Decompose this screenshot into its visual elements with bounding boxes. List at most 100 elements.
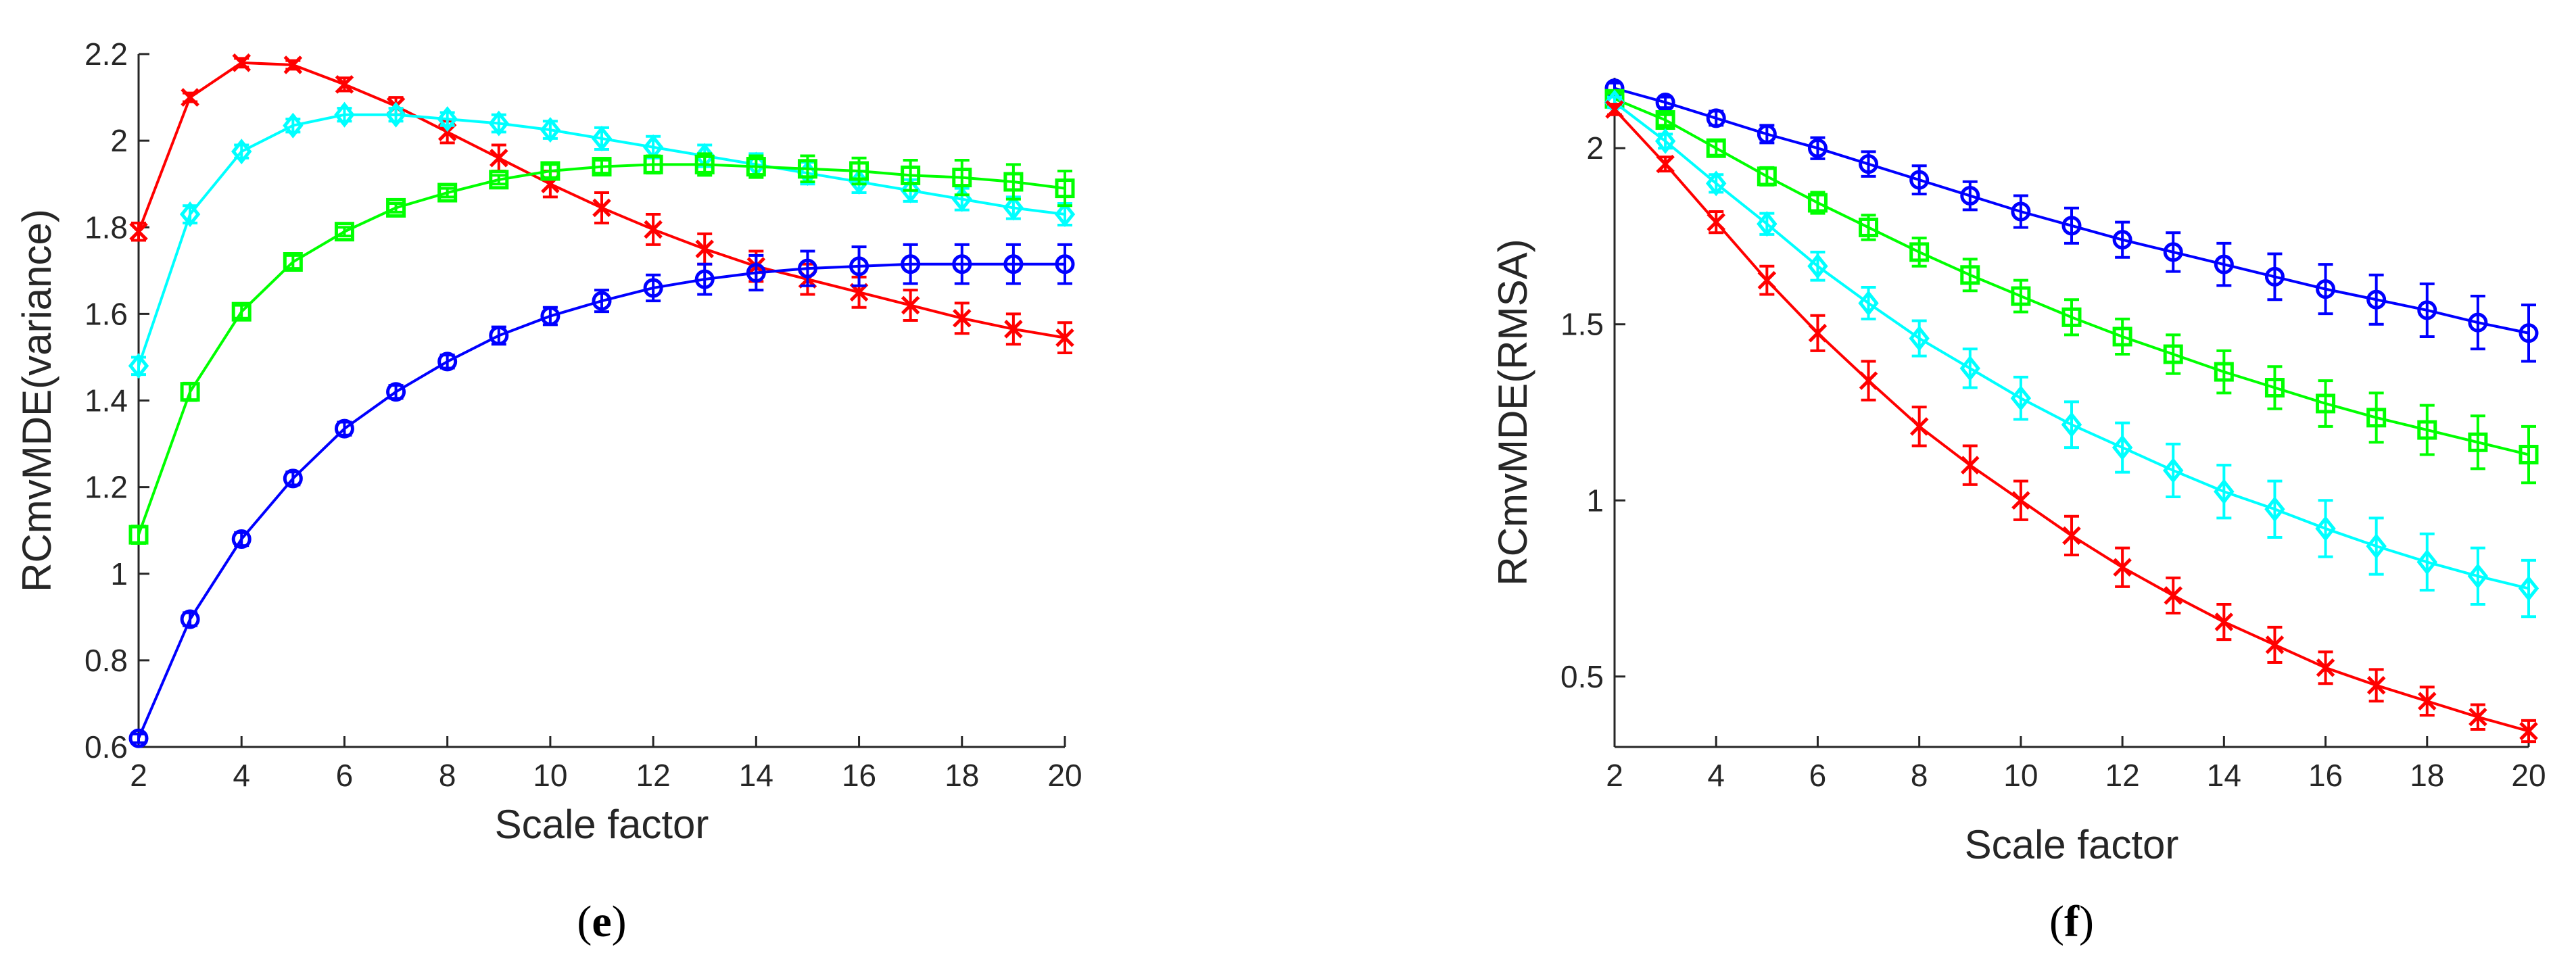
data-point bbox=[1807, 193, 1828, 213]
x-tick-label: 6 bbox=[1809, 758, 1827, 793]
y-tick-label: 0.6 bbox=[85, 729, 128, 765]
error-bar bbox=[2115, 220, 2130, 259]
data-point bbox=[180, 382, 200, 402]
y-tick-label: 0.5 bbox=[1560, 659, 1604, 694]
data-point bbox=[437, 352, 458, 372]
data-point bbox=[2214, 362, 2234, 382]
error-bar bbox=[954, 243, 970, 285]
error-bar bbox=[491, 174, 506, 186]
data-point bbox=[1959, 355, 1980, 381]
error-bar bbox=[131, 525, 146, 545]
error-bar bbox=[2419, 404, 2435, 456]
data-point bbox=[2468, 312, 2488, 333]
series-2 bbox=[128, 152, 1075, 545]
data-point bbox=[1654, 128, 1676, 154]
y-tick-label: 1 bbox=[110, 556, 128, 591]
error-bar bbox=[2368, 516, 2384, 576]
data-point bbox=[490, 148, 508, 168]
data-point bbox=[2468, 432, 2488, 452]
data-point bbox=[2518, 575, 2539, 602]
y-tick-label: 2 bbox=[110, 123, 128, 158]
data-point bbox=[231, 301, 252, 322]
y-tick-label: 1.6 bbox=[85, 296, 128, 331]
data-point bbox=[2519, 323, 2539, 343]
data-point bbox=[489, 325, 509, 345]
data-point bbox=[489, 170, 509, 190]
data-point bbox=[952, 254, 972, 274]
data-point bbox=[128, 353, 149, 379]
error-bar bbox=[2216, 349, 2232, 395]
data-point bbox=[231, 139, 252, 165]
data-point bbox=[2163, 457, 2184, 483]
error-bar bbox=[2267, 479, 2283, 539]
x-tick-label: 18 bbox=[945, 758, 979, 793]
error-bar bbox=[1911, 237, 1927, 268]
error-bar bbox=[2368, 391, 2384, 444]
data-point bbox=[1004, 320, 1023, 339]
data-point bbox=[694, 154, 715, 174]
data-point bbox=[797, 159, 817, 179]
error-bar bbox=[2419, 282, 2435, 338]
data-point bbox=[128, 525, 149, 545]
error-bar bbox=[1005, 163, 1021, 201]
data-point bbox=[2366, 676, 2386, 695]
error-bar bbox=[2064, 298, 2079, 337]
x-tick-label: 6 bbox=[336, 758, 354, 793]
data-point bbox=[1909, 417, 1929, 436]
error-bar bbox=[800, 249, 815, 287]
series-line bbox=[137, 113, 1066, 366]
data-point bbox=[2011, 201, 2031, 222]
error-bar bbox=[388, 202, 404, 214]
error-bar bbox=[954, 158, 970, 197]
error-bar bbox=[851, 245, 867, 287]
x-tick-label: 2 bbox=[130, 758, 147, 793]
y-tick-label: 0.8 bbox=[85, 643, 128, 678]
data-point bbox=[232, 53, 251, 72]
error-bar bbox=[903, 158, 918, 192]
data-point bbox=[849, 256, 869, 276]
error-bar bbox=[2470, 546, 2485, 606]
data-point bbox=[2112, 326, 2132, 347]
series-group bbox=[1604, 78, 2539, 744]
data-point bbox=[901, 295, 920, 315]
error-bar bbox=[1057, 169, 1072, 208]
data-point bbox=[746, 263, 766, 283]
data-point bbox=[2366, 289, 2387, 310]
error-bar bbox=[748, 253, 764, 292]
error-bar bbox=[1658, 95, 1673, 110]
data-point bbox=[2418, 692, 2437, 711]
data-point bbox=[540, 306, 560, 326]
data-point bbox=[953, 309, 972, 328]
error-bar bbox=[2318, 379, 2333, 428]
data-point bbox=[1858, 290, 1879, 316]
error-bar bbox=[439, 187, 455, 199]
error-bar bbox=[2115, 421, 2130, 474]
error-bar bbox=[1962, 347, 1978, 389]
data-point bbox=[2366, 533, 2387, 560]
data-point bbox=[2163, 242, 2183, 262]
error-bar bbox=[2470, 295, 2485, 351]
error-bar bbox=[2267, 365, 2283, 410]
data-point bbox=[1054, 201, 1076, 228]
data-point bbox=[1055, 254, 1075, 274]
data-point bbox=[1656, 154, 1675, 174]
error-bar bbox=[337, 226, 352, 238]
data-point bbox=[591, 125, 613, 151]
x-tick-label: 12 bbox=[636, 758, 671, 793]
error-bar bbox=[2521, 558, 2536, 619]
data-point bbox=[179, 201, 201, 228]
data-point bbox=[2315, 515, 2336, 541]
error-bar bbox=[2470, 414, 2485, 470]
error-bar bbox=[1005, 243, 1021, 285]
data-point bbox=[2468, 707, 2487, 727]
error-bar bbox=[2419, 532, 2435, 592]
x-tick-label: 14 bbox=[739, 758, 773, 793]
data-point bbox=[1960, 265, 1980, 285]
error-bar bbox=[2318, 499, 2333, 558]
error-bar bbox=[2115, 317, 2130, 356]
data-point bbox=[1859, 217, 1879, 237]
data-point bbox=[1003, 254, 1024, 274]
y-tick-label: 1.2 bbox=[85, 470, 128, 505]
error-bar bbox=[1911, 164, 1927, 195]
data-point bbox=[2214, 612, 2234, 631]
